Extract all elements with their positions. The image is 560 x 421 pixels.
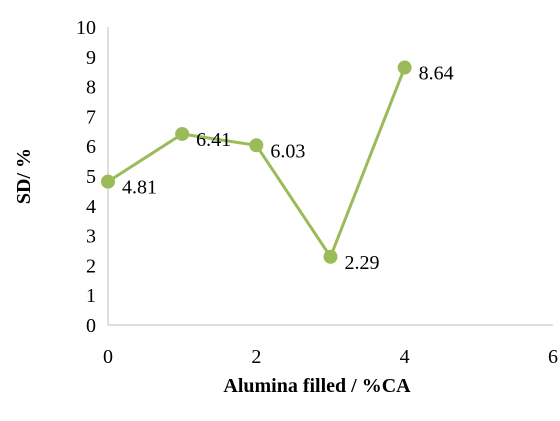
y-tick-label: 10 (76, 17, 96, 39)
data-labels: 4.81 6.41 6.03 2.29 8.64 (122, 63, 454, 274)
x-axis-title: Alumina filled / %CA (223, 375, 411, 397)
y-axis-title: SD/ % (13, 148, 35, 204)
y-tick-label: 0 (86, 315, 96, 337)
y-tick-label: 9 (86, 47, 96, 69)
x-tick-label: 2 (251, 346, 261, 368)
data-point (323, 249, 338, 264)
series-line (107, 66, 407, 259)
y-tick-label: 4 (86, 196, 96, 218)
data-point (101, 174, 115, 189)
data-label: 2.29 (345, 252, 380, 274)
y-tick-label: 5 (86, 166, 96, 188)
data-label: 6.03 (270, 140, 305, 162)
y-tick-labels: 0 1 2 3 4 5 6 7 8 9 10 (76, 17, 96, 337)
data-label: 8.64 (419, 63, 454, 85)
axes (107, 27, 553, 326)
y-tick-label: 7 (86, 106, 96, 128)
x-tick-label: 6 (548, 346, 558, 368)
data-point (249, 138, 264, 153)
x-tick-label: 0 (103, 346, 113, 368)
x-tick-labels: 0 2 4 6 (103, 346, 558, 368)
data-label: 6.41 (196, 129, 231, 151)
series-points (101, 60, 412, 264)
y-tick-label: 1 (86, 285, 96, 307)
y-tick-label: 8 (86, 77, 96, 99)
data-label: 4.81 (122, 177, 157, 199)
y-tick-label: 6 (86, 136, 96, 158)
data-series: 4.81 6.41 6.03 2.29 8.64 (101, 60, 454, 274)
y-tick-label: 3 (86, 226, 96, 248)
x-tick-label: 4 (400, 346, 410, 368)
y-tick-label: 2 (86, 255, 96, 277)
data-point (175, 126, 190, 141)
data-point (397, 60, 412, 75)
